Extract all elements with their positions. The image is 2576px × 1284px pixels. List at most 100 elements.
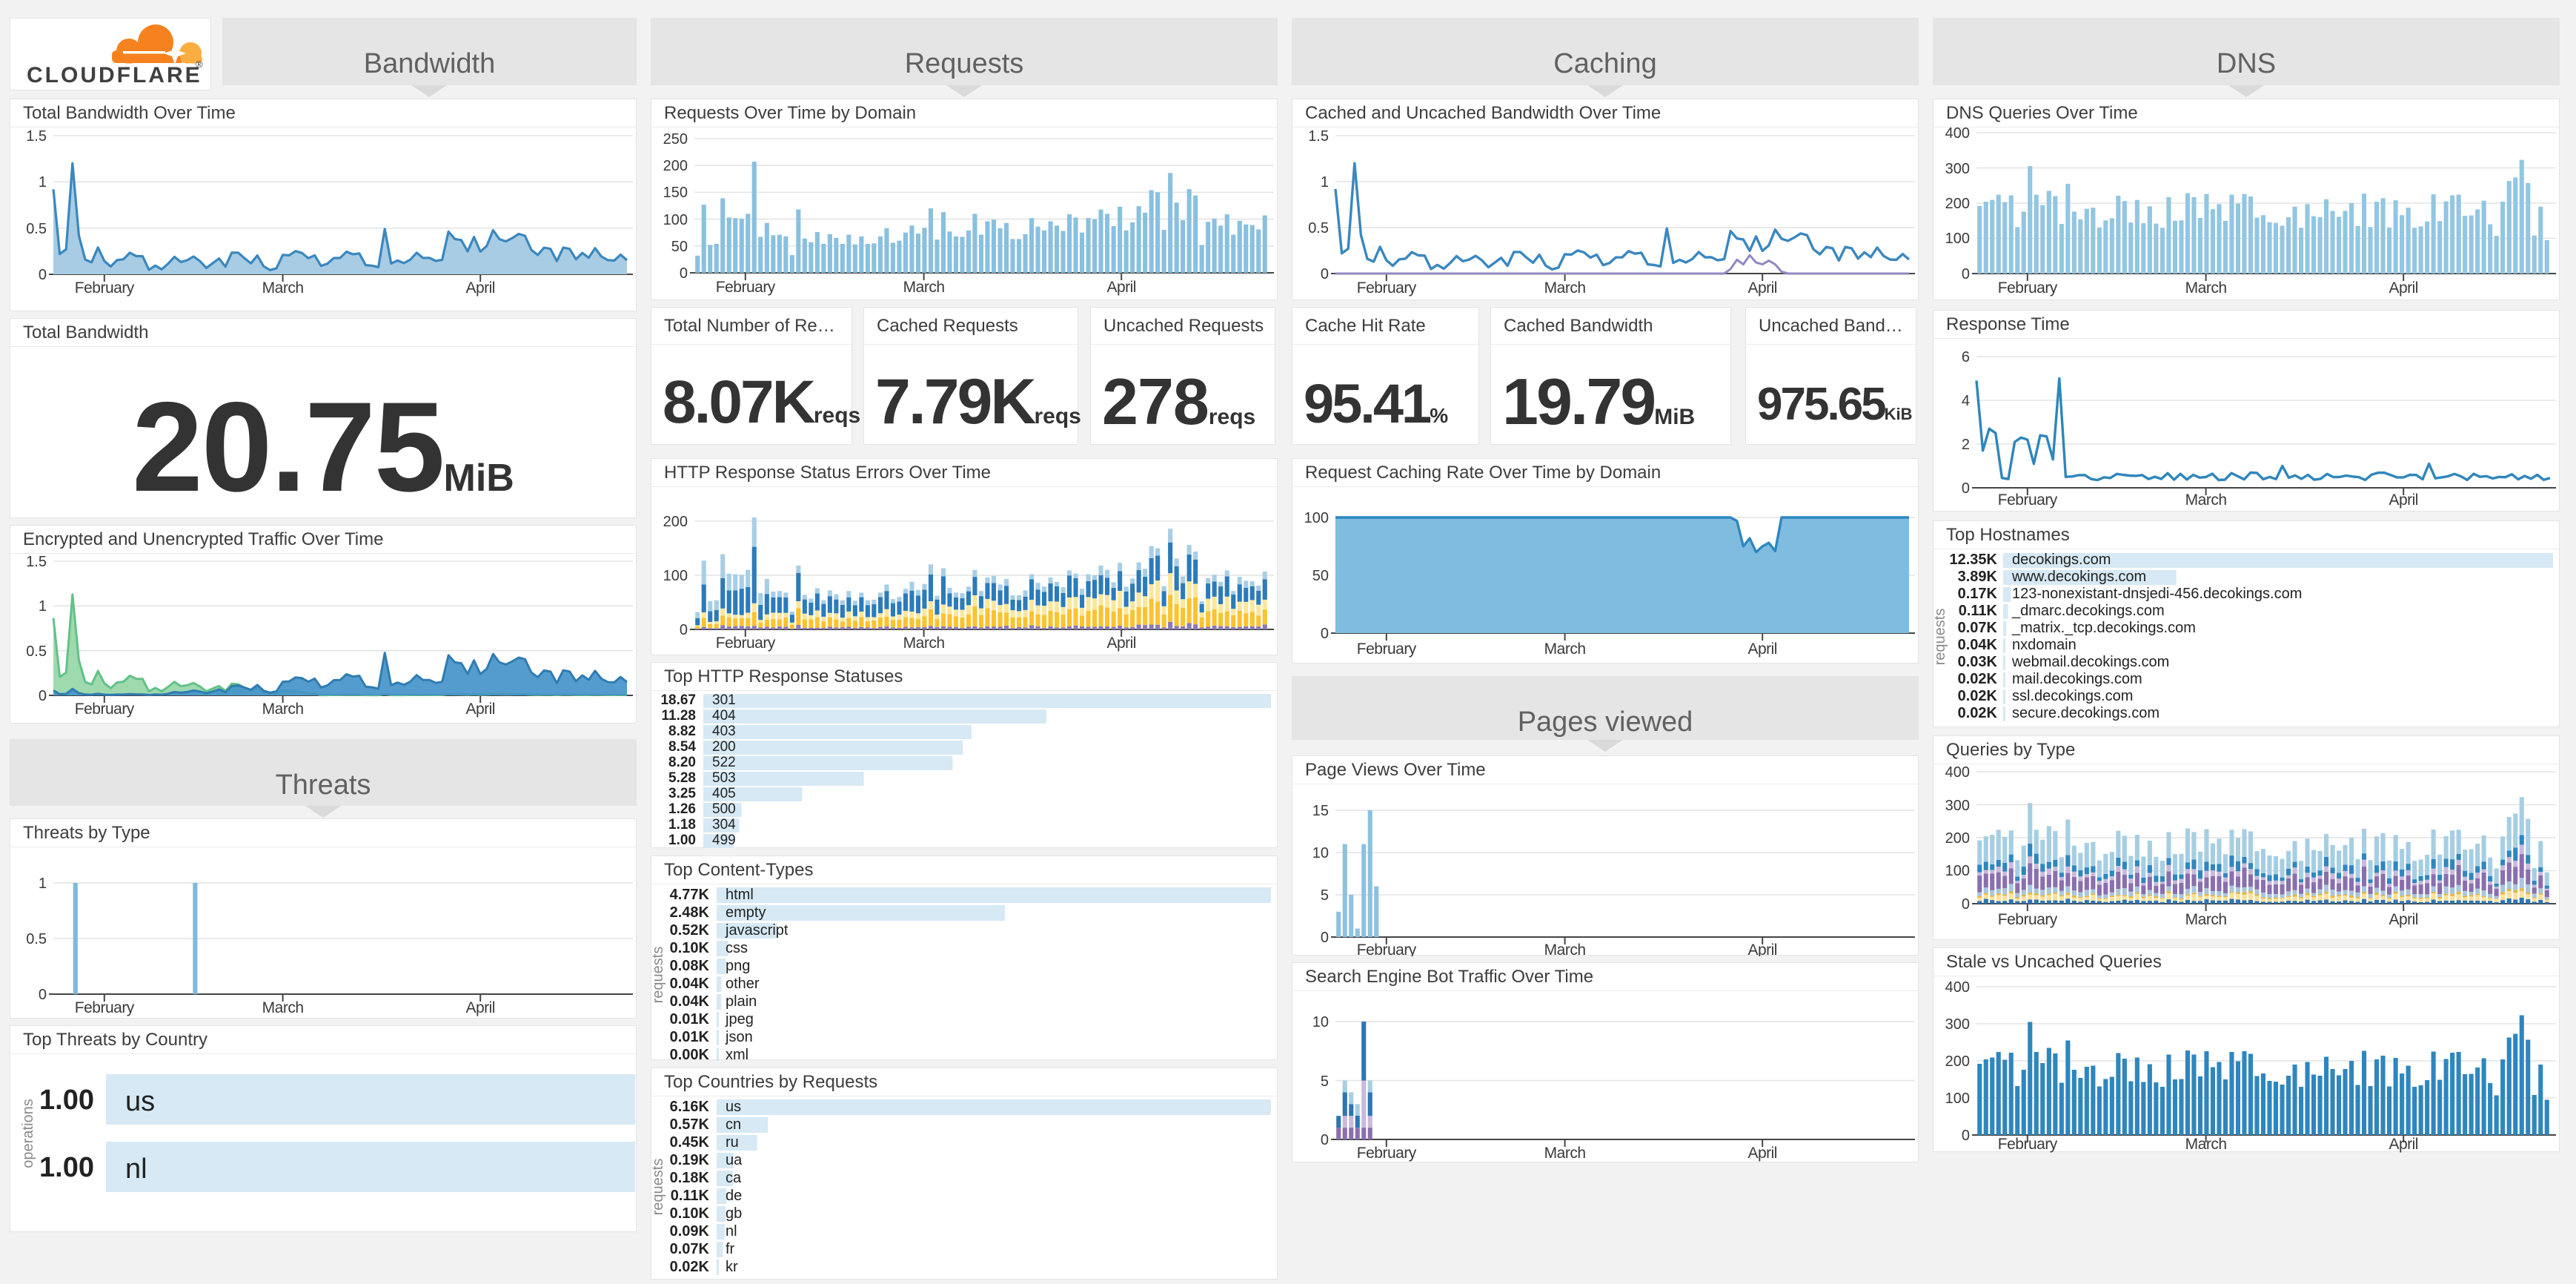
svg-text:www.decokings.com: www.decokings.com <box>2011 569 2146 585</box>
svg-text:5: 5 <box>1321 887 1329 904</box>
svg-text:March: March <box>2185 279 2227 297</box>
svg-text:css: css <box>726 940 748 956</box>
svg-text:1.00: 1.00 <box>39 1152 94 1183</box>
svg-text:400: 400 <box>1945 764 1970 781</box>
svg-text:February: February <box>716 279 776 296</box>
svg-text:100: 100 <box>1304 510 1329 526</box>
svg-text:0.10K: 0.10K <box>670 940 710 956</box>
svg-text:February: February <box>75 701 135 718</box>
svg-text:nl: nl <box>125 1154 147 1185</box>
svg-text:1: 1 <box>1321 174 1329 191</box>
svg-text:March: March <box>1544 641 1586 658</box>
svg-text:0.04K: 0.04K <box>670 976 710 992</box>
svg-text:8.82: 8.82 <box>668 724 696 739</box>
svg-text:0.02K: 0.02K <box>1958 671 1998 687</box>
svg-text:304: 304 <box>712 817 736 833</box>
svg-text:fr: fr <box>726 1241 735 1257</box>
svg-text:301: 301 <box>712 692 736 708</box>
svg-text:operations: operations <box>20 1099 36 1168</box>
svg-text:_dmarc.decokings.com: _dmarc.decokings.com <box>2011 603 2165 619</box>
svg-text:February: February <box>1357 641 1417 658</box>
svg-text:0.04K: 0.04K <box>670 993 710 1010</box>
svg-text:200: 200 <box>712 739 736 755</box>
svg-text:100: 100 <box>663 568 688 584</box>
svg-text:html: html <box>726 887 754 903</box>
svg-text:April: April <box>465 279 495 297</box>
svg-text:February: February <box>75 999 135 1016</box>
svg-text:2: 2 <box>1962 437 1970 453</box>
svg-text:200: 200 <box>663 514 688 530</box>
svg-text:0: 0 <box>1321 626 1329 642</box>
svg-text:April: April <box>1747 279 1777 297</box>
svg-text:503: 503 <box>712 770 736 786</box>
svg-text:404: 404 <box>712 708 736 724</box>
svg-text:100: 100 <box>1945 863 1970 879</box>
svg-text:4: 4 <box>1962 393 1970 409</box>
svg-text:other: other <box>726 976 760 992</box>
svg-text:0.52K: 0.52K <box>670 922 710 939</box>
svg-text:522: 522 <box>712 755 736 770</box>
svg-text:ssl.decokings.com: ssl.decokings.com <box>2012 688 2133 704</box>
svg-text:0.04K: 0.04K <box>1958 637 1998 653</box>
svg-text:April: April <box>465 999 495 1016</box>
svg-text:18.67: 18.67 <box>660 692 696 708</box>
svg-text:1.26: 1.26 <box>668 801 696 817</box>
svg-text:200: 200 <box>663 158 688 174</box>
svg-text:0.5: 0.5 <box>26 931 47 947</box>
svg-text:March: March <box>1544 1145 1586 1162</box>
svg-text:403: 403 <box>712 724 736 739</box>
svg-text:March: March <box>262 701 304 718</box>
svg-text:February: February <box>1998 279 2058 297</box>
svg-text:0.01K: 0.01K <box>670 1011 710 1027</box>
svg-text:nxdomain: nxdomain <box>2012 637 2077 653</box>
svg-text:requests: requests <box>651 947 666 1004</box>
svg-text:8.54: 8.54 <box>668 739 696 755</box>
svg-text:250: 250 <box>663 131 688 148</box>
svg-text:plain: plain <box>726 993 757 1010</box>
svg-text:200: 200 <box>1945 196 1970 212</box>
svg-text:1.00: 1.00 <box>668 833 696 848</box>
svg-text:gb: gb <box>726 1205 742 1222</box>
svg-text:100: 100 <box>663 212 688 228</box>
svg-text:March: March <box>903 635 945 652</box>
svg-text:5.28: 5.28 <box>668 770 696 786</box>
svg-text:us: us <box>726 1099 741 1115</box>
svg-text:1: 1 <box>39 876 47 892</box>
svg-text:February: February <box>1357 279 1417 297</box>
svg-text:cn: cn <box>726 1116 741 1133</box>
svg-text:0: 0 <box>39 688 47 704</box>
svg-text:300: 300 <box>1945 798 1970 814</box>
svg-text:March: March <box>262 999 304 1016</box>
svg-text:CLOUDFLARE: CLOUDFLARE <box>27 63 202 87</box>
svg-text:200: 200 <box>1945 1053 1970 1070</box>
svg-text:0: 0 <box>1962 896 1970 913</box>
svg-text:April: April <box>1106 279 1136 296</box>
svg-text:March: March <box>903 279 945 296</box>
svg-text:webmail.decokings.com: webmail.decokings.com <box>2011 654 2169 670</box>
svg-text:0.03K: 0.03K <box>1958 654 1998 670</box>
svg-text:April: April <box>2389 1136 2418 1153</box>
svg-text:0.19K: 0.19K <box>670 1152 710 1168</box>
svg-text:0.5: 0.5 <box>1308 220 1329 236</box>
svg-text:200: 200 <box>1945 830 1970 847</box>
svg-text:0.07K: 0.07K <box>1958 620 1998 636</box>
svg-text:0: 0 <box>39 987 47 1003</box>
svg-text:1.00: 1.00 <box>39 1085 94 1116</box>
svg-text:400: 400 <box>1945 979 1970 996</box>
svg-text:0.08K: 0.08K <box>670 958 710 974</box>
svg-text:1: 1 <box>39 598 47 615</box>
svg-text:0.18K: 0.18K <box>670 1170 710 1186</box>
svg-text:1.5: 1.5 <box>1308 128 1329 145</box>
svg-text:1.5: 1.5 <box>26 554 47 570</box>
svg-text:_matrix._tcp.decokings.com: _matrix._tcp.decokings.com <box>2011 620 2196 636</box>
svg-text:April: April <box>1747 641 1777 658</box>
svg-text:mail.decokings.com: mail.decokings.com <box>2012 671 2142 687</box>
svg-text:javascript: javascript <box>725 922 789 939</box>
svg-text:0.11K: 0.11K <box>1959 603 1998 619</box>
svg-text:123-nonexistant-dnsjedi-456.de: 123-nonexistant-dnsjedi-456.decokings.co… <box>2012 586 2302 602</box>
svg-text:0: 0 <box>1321 1132 1329 1148</box>
svg-text:March: March <box>1544 279 1586 297</box>
svg-text:0.02K: 0.02K <box>670 1259 710 1275</box>
svg-text:February: February <box>1998 911 2058 928</box>
svg-text:March: March <box>2185 492 2227 509</box>
